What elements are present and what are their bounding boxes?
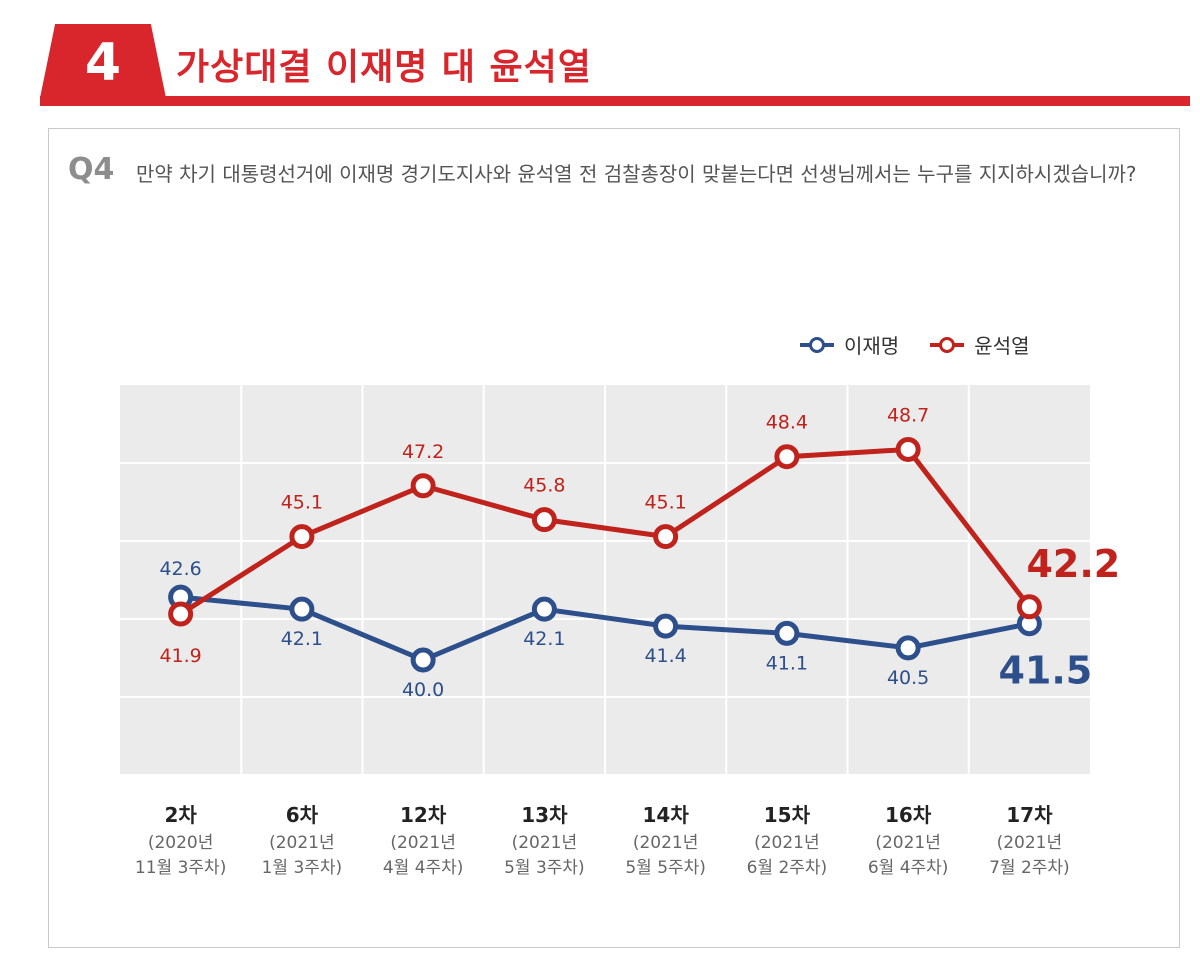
- x-tick-label: 17차: [1006, 803, 1053, 827]
- x-tick-sublabel: 6월 4주차): [868, 858, 949, 878]
- data-point-yoon: [168, 601, 194, 627]
- data-label-yoon: 45.1: [281, 492, 323, 514]
- data-point-yoon: [289, 524, 315, 550]
- x-tick-sublabel: 6월 2주차): [747, 858, 828, 878]
- x-tick-sublabel: 5월 3주차): [504, 858, 585, 878]
- legend-item-lee: 이재명: [800, 330, 899, 359]
- x-tick-label: 14차: [643, 803, 690, 827]
- data-label-yoon: 45.8: [523, 475, 565, 497]
- data-label-lee: 42.1: [281, 628, 323, 650]
- data-label-lee: 40.0: [402, 679, 444, 701]
- data-point-yoon: [531, 507, 557, 533]
- x-tick-sublabel: (2021년: [390, 833, 456, 853]
- legend-label-lee: 이재명: [844, 334, 900, 358]
- data-label-yoon: 47.2: [402, 441, 444, 463]
- data-label-lee: 41.4: [644, 645, 686, 667]
- data-label-yoon: 41.9: [159, 645, 201, 667]
- data-label-yoon: 48.7: [887, 404, 929, 426]
- data-point-yoon: [774, 444, 800, 470]
- x-tick-label: 12차: [400, 803, 447, 827]
- header-rule: [40, 96, 1190, 106]
- data-label-yoon: 48.4: [766, 412, 808, 434]
- x-tick-sublabel: (2021년: [633, 833, 699, 853]
- legend-marker-lee: [800, 335, 834, 355]
- legend-marker-yoon: [930, 335, 965, 355]
- x-tick-label: 15차: [764, 803, 811, 827]
- data-point-yoon: [410, 473, 436, 499]
- data-point-lee: [531, 596, 557, 622]
- x-tick-sublabel: (2021년: [875, 833, 941, 853]
- x-tick-sublabel: (2021년: [997, 833, 1063, 853]
- series-line-lee: [180, 594, 1030, 663]
- x-tick-sublabel: (2020년: [148, 833, 214, 853]
- data-point-lee: [653, 613, 679, 639]
- x-tick-sublabel: 7월 2주차): [989, 858, 1070, 878]
- x-tick-sublabel: 11월 3주차): [135, 858, 226, 878]
- section-number: 4: [84, 33, 122, 93]
- data-label-yoon: 42.2: [1026, 542, 1120, 586]
- x-tick-sublabel: (2021년: [512, 833, 578, 853]
- data-label-lee: 40.5: [887, 667, 929, 689]
- x-tick-label: 6차: [286, 803, 319, 827]
- data-label-lee: 42.6: [159, 558, 201, 580]
- data-point-lee: [289, 596, 315, 622]
- data-point-yoon: [895, 436, 921, 462]
- chart-legend: 이재명 윤석열: [800, 330, 1056, 360]
- data-point-lee: [895, 635, 921, 661]
- data-label-lee: 41.1: [766, 652, 808, 674]
- data-label-lee: 41.5: [998, 649, 1092, 693]
- x-tick-sublabel: 4월 4주차): [383, 858, 464, 878]
- legend-label-yoon: 윤석열: [974, 334, 1030, 358]
- data-point-yoon: [653, 524, 679, 550]
- data-label-yoon: 45.1: [644, 492, 686, 514]
- series-line-yoon: [179, 446, 1032, 617]
- legend-item-yoon: 윤석열: [930, 330, 1030, 359]
- section-badge: [40, 24, 166, 98]
- x-tick-sublabel: 5월 5주차): [625, 858, 706, 878]
- x-tick-label: 2차: [164, 803, 197, 827]
- x-tick-label: 13차: [521, 803, 568, 827]
- data-label-lee: 42.1: [523, 628, 565, 650]
- question-label: Q4: [68, 152, 115, 187]
- data-point-lee: [774, 620, 800, 646]
- x-tick-sublabel: (2021년: [269, 833, 335, 853]
- data-point-lee: [410, 647, 436, 673]
- question-text: 만약 차기 대통령선거에 이재명 경기도지사와 윤석열 전 검찰총장이 맞붙는다…: [136, 162, 1137, 186]
- x-tick-label: 16차: [885, 803, 932, 827]
- x-tick-sublabel: 1월 3주차): [262, 858, 343, 878]
- x-tick-sublabel: (2021년: [754, 833, 820, 853]
- data-point-yoon: [1016, 594, 1042, 620]
- section-title: 가상대결 이재명 대 윤석열: [176, 47, 592, 88]
